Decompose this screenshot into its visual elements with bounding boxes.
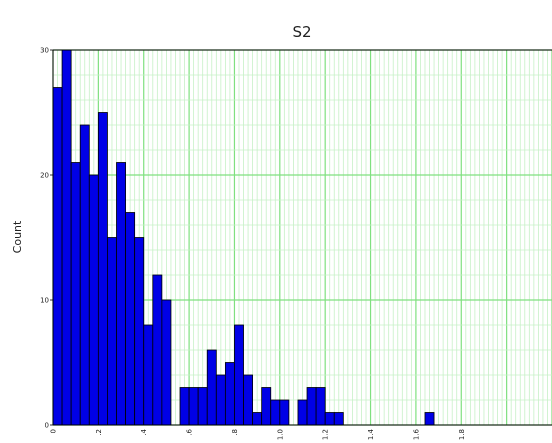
histogram-bar [79, 124, 90, 426]
y-tick-labels: 0 10 20 30 [40, 47, 53, 430]
histogram-bar [243, 374, 253, 426]
x-tick-label: 1.8 [458, 429, 466, 440]
histogram-bar [306, 387, 317, 426]
x-tick-label: .6 [186, 428, 194, 435]
x-tick-label: 1.0 [276, 429, 284, 440]
histogram-bar [70, 162, 81, 426]
histogram-bar [270, 399, 281, 426]
x-tick-label: 1.6 [412, 428, 420, 440]
x-tick-label: 1.2 [322, 429, 330, 440]
y-tick-label: 30 [40, 47, 49, 55]
histogram-bar [116, 162, 126, 426]
histogram-bar [97, 112, 108, 426]
histogram-bar [252, 412, 263, 426]
y-tick-label: 0 [45, 422, 49, 430]
y-tick-label: 20 [40, 172, 49, 180]
histogram-bar [107, 237, 117, 426]
histogram-bar [315, 387, 326, 426]
histogram-bar [61, 49, 72, 426]
histogram-bar [52, 87, 63, 426]
x-tick-label: .4 [140, 428, 148, 435]
histogram-bar [152, 274, 163, 426]
histogram-bar [215, 374, 226, 426]
histogram-bar [333, 412, 344, 426]
x-tick-label: .2 [95, 429, 103, 436]
histogram-bar [424, 412, 435, 426]
x-tick-label: .8 [231, 429, 239, 436]
histogram-bar [324, 412, 335, 426]
histogram-bar [143, 324, 154, 426]
histogram-bar [134, 237, 145, 426]
x-tick-label: 1.4 [367, 428, 375, 440]
histogram-bar [197, 387, 208, 426]
x-tick-labels: 0 .2 .4 .6 .8 1.0 1.2 1.4 1.6 1.8 [50, 428, 466, 440]
histogram-bar [206, 349, 217, 426]
histogram-bar [297, 399, 308, 426]
y-tick-label: 10 [40, 297, 49, 305]
x-tick-label: 0 [50, 429, 58, 433]
histogram-bar [188, 387, 199, 426]
axes [52, 49, 552, 426]
histogram-bar [279, 399, 290, 426]
y-axis-label: Count [11, 220, 24, 253]
histogram-bar [234, 324, 244, 426]
histogram-bar [88, 174, 99, 426]
histogram-bar [125, 212, 136, 426]
histogram-bar [224, 362, 235, 426]
chart-title: S2 [292, 23, 311, 41]
histogram-bar [261, 387, 272, 426]
histogram-bar [161, 299, 172, 426]
histogram-bar [179, 387, 190, 426]
